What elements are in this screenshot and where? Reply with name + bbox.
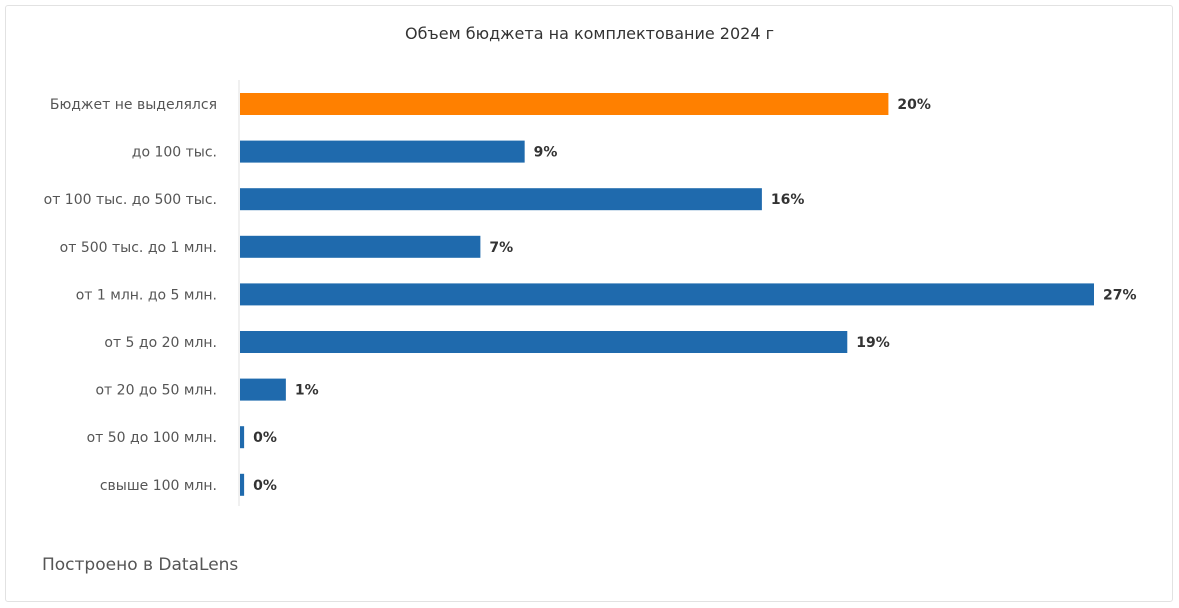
category-label: от 500 тыс. до 1 млн. [60,240,217,256]
data-label: 7% [489,240,513,256]
bar[interactable] [240,473,245,496]
data-label: 27% [1103,287,1137,303]
footer-datalens[interactable]: Построено в DataLens [42,555,239,575]
bar[interactable] [240,378,286,401]
bar[interactable] [240,283,1094,306]
data-label: 0% [253,430,277,446]
data-label: 20% [897,97,931,113]
category-label: до 100 тыс. [132,145,217,161]
data-label: 19% [856,335,890,351]
data-label: 9% [534,145,558,161]
bar[interactable] [240,235,481,258]
data-label: 1% [295,383,319,399]
data-label: 16% [771,192,805,208]
data-label: 0% [253,478,277,494]
category-label: от 50 до 100 млн. [87,430,217,446]
bar[interactable] [240,188,762,211]
bar[interactable] [240,331,848,353]
chart-card [5,5,1173,602]
bar[interactable] [240,140,525,163]
category-label: свыше 100 млн. [100,478,217,494]
category-label: от 100 тыс. до 500 тыс. [44,192,217,208]
chart-title: Объем бюджета на комплектование 2024 г [404,24,775,43]
category-label: Бюджет не выделялся [50,97,217,113]
category-label: от 1 млн. до 5 млн. [76,287,217,303]
bar[interactable] [240,93,889,115]
bar[interactable] [240,426,245,449]
category-label: от 5 до 20 млн. [104,335,217,351]
category-label: от 20 до 50 млн. [95,383,217,399]
